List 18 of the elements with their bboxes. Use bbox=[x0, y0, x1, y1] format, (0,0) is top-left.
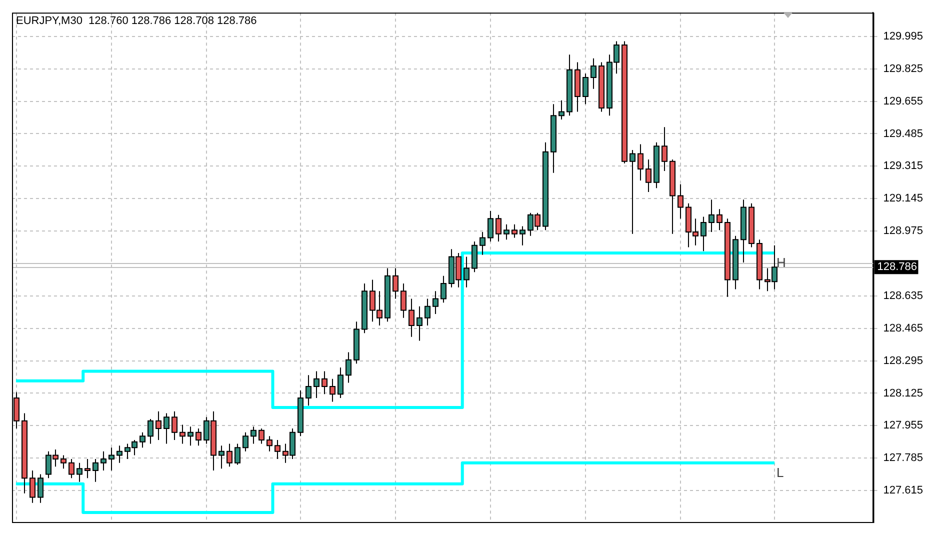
y-tick-label: 128.975 bbox=[883, 225, 924, 238]
y-tick-label: 128.125 bbox=[883, 387, 924, 400]
y-tick-label: 129.825 bbox=[883, 62, 924, 75]
y-tick-label: 128.635 bbox=[883, 290, 924, 302]
y-tick-label: 128.295 bbox=[883, 354, 924, 367]
chart-title: EURJPY,M30 128.760 128.786 128.708 128.786 bbox=[16, 15, 257, 28]
y-tick-label: 127.785 bbox=[883, 452, 924, 464]
ref-line-label: 128.786 bbox=[877, 261, 918, 274]
y-tick-label: 129.995 bbox=[883, 30, 924, 42]
y-tick-label: 129.145 bbox=[883, 192, 924, 205]
y-tick-label: 129.485 bbox=[883, 128, 924, 140]
y-tick-label: 128.465 bbox=[883, 322, 924, 334]
y-tick-label: 127.955 bbox=[883, 420, 924, 432]
annotation: H bbox=[776, 255, 786, 270]
y-tick-label: 129.655 bbox=[883, 95, 924, 108]
y-tick-label: 127.615 bbox=[883, 484, 924, 497]
y-tick-label: 129.315 bbox=[883, 160, 924, 172]
annotation: L bbox=[776, 464, 784, 480]
